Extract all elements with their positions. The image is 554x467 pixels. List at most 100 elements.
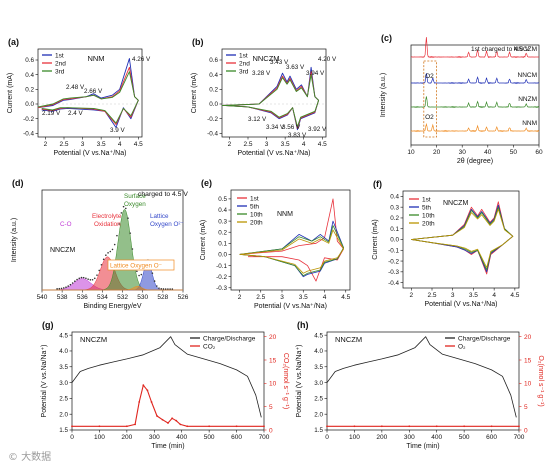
y-tick-label: -0.2 <box>207 116 218 123</box>
y-tick-label: 0.1 <box>218 241 227 248</box>
raw-data-point <box>109 250 112 253</box>
raw-data-point <box>78 277 81 280</box>
y2-tick-label: 10 <box>524 381 532 388</box>
raw-data-point <box>89 279 92 281</box>
series-label: NNZM <box>518 96 537 103</box>
y-axis-label: Potential (V vs.Na/Na⁺) <box>41 345 48 418</box>
y-tick-label: -0.1 <box>216 263 227 270</box>
gas-data-point <box>171 417 174 420</box>
panel-letter: (b) <box>192 37 204 47</box>
peak-annotation: 4.20 V <box>318 56 337 63</box>
y-tick-label: 0.4 <box>390 194 399 201</box>
raw-data-point <box>156 285 158 287</box>
panel-c: (c) 10 20 30 40 50 60 2θ (degree) Intensity (a.u… <box>380 33 543 165</box>
x-tick-label: 400 <box>431 434 442 441</box>
peak-annotation: 3.9 V <box>110 127 126 134</box>
series-line-NNCM <box>411 73 540 85</box>
series-line-NNZM <box>411 96 540 109</box>
gas-data-point <box>156 415 158 417</box>
watermark: © 大数据 <box>8 452 52 463</box>
legend-label: 5th <box>422 204 431 211</box>
gas-data-point <box>518 425 520 428</box>
raw-data-point <box>122 205 125 208</box>
y-tick-label: 0.2 <box>218 229 227 236</box>
gas-data-point <box>175 419 178 422</box>
panel-e: (e) 2 2.5 3 3.5 4 4.5 Potential (V vs.Na⁺/Na) -0… <box>200 178 351 310</box>
peak-label: Oxygen O²⁻ <box>150 221 184 228</box>
series-line-5th <box>239 220 344 278</box>
x-axis-label: Potential (V vs.Na⁺/Na) <box>54 150 127 157</box>
peak-annotation: 2.19 V <box>42 110 61 117</box>
series-line-1st <box>221 66 320 131</box>
gas-data-point <box>142 384 145 387</box>
x-tick-label: 3.5 <box>469 292 478 299</box>
raw-data-point <box>140 273 143 276</box>
x-tick-label: 4 <box>323 294 327 301</box>
y-tick-label: 3.5 <box>314 364 323 371</box>
o2-label: O2 <box>425 114 434 121</box>
peak-label: Oxidation <box>94 221 121 228</box>
y-tick-label: -0.4 <box>207 131 218 138</box>
y-axis-label: Potential (V vs.Na/Na⁺) <box>296 345 303 418</box>
x-tick-label: 200 <box>121 434 132 441</box>
raw-data-point <box>82 276 85 279</box>
y-tick-label: 0.1 <box>390 226 399 233</box>
peak-annotation: 3.56 V <box>282 124 301 131</box>
y-tick-label: 0.2 <box>209 87 218 94</box>
series-line-20th <box>239 229 344 274</box>
y-tick-label: -0.1 <box>388 247 399 254</box>
raw-data-point <box>164 288 167 290</box>
raw-data-point <box>65 286 67 288</box>
x-tick-label: 3.5 <box>299 294 308 301</box>
chart-title: NNCZM <box>252 54 279 63</box>
x-tick-label: 2 <box>409 292 413 299</box>
panel-letter: (d) <box>12 178 24 188</box>
raw-data-point <box>96 274 98 276</box>
peak-annotation: 2.48 V <box>66 84 85 91</box>
y-tick-label: 1.5 <box>59 427 68 434</box>
x-tick-label: 100 <box>349 434 360 441</box>
o2-label: O2 <box>425 73 434 80</box>
x-tick-label: 40 <box>484 149 492 156</box>
xps-peak-Lattice Oxygen O⁻ <box>42 285 183 291</box>
x-tick-label: 2.5 <box>427 292 436 299</box>
series-label: NNM <box>522 120 537 127</box>
legend-label: Charge/Discharge <box>458 335 511 342</box>
x-tick-label: 3 <box>451 292 455 299</box>
peak-label: Lattice Oxygen O⁻ <box>110 263 162 270</box>
gas-data-point <box>263 425 265 428</box>
raw-data-point <box>171 288 174 290</box>
raw-data-point <box>129 232 132 234</box>
peak-annotation: 2.66 V <box>84 88 103 95</box>
x-tick-label: 500 <box>204 434 215 441</box>
raw-data-point <box>76 278 78 281</box>
x-tick-label: 2 <box>44 141 48 148</box>
y-axis-label: Current (mA) <box>200 220 207 260</box>
o2-highlight-box <box>423 60 437 138</box>
series-label: NNCZM <box>514 46 537 53</box>
x-tick-label: 2 <box>238 294 242 301</box>
x-tick-label: 4 <box>302 141 306 148</box>
legend-label: 1st <box>250 195 259 202</box>
chart-title: NNM <box>87 54 104 63</box>
x-tick-label: 2 <box>228 141 232 148</box>
y-tick-label: 0.2 <box>25 87 34 94</box>
raw-data-point <box>74 280 76 283</box>
raw-data-point <box>58 287 61 290</box>
x-axis-label: 2θ (degree) <box>457 158 493 165</box>
series-line-NNM <box>410 122 540 133</box>
chart-title: 1st charged to 4.5 V <box>471 46 530 53</box>
x-tick-label: 532 <box>117 294 128 301</box>
raw-data-point <box>131 248 134 250</box>
y2-tick-label: 20 <box>269 334 277 341</box>
series-line-2nd <box>221 71 320 129</box>
y-tick-label: 2.5 <box>314 396 323 403</box>
x-tick-label: 2.5 <box>256 294 265 301</box>
x-tick-label: 530 <box>137 294 148 301</box>
x-axis-label: Potential (V vs.Na⁺/Na) <box>425 301 498 308</box>
y-tick-label: 2.5 <box>59 396 68 403</box>
legend-label: Charge/Discharge <box>203 335 256 342</box>
raw-data-point <box>107 252 109 254</box>
sample-label: NNCZM <box>50 247 75 254</box>
